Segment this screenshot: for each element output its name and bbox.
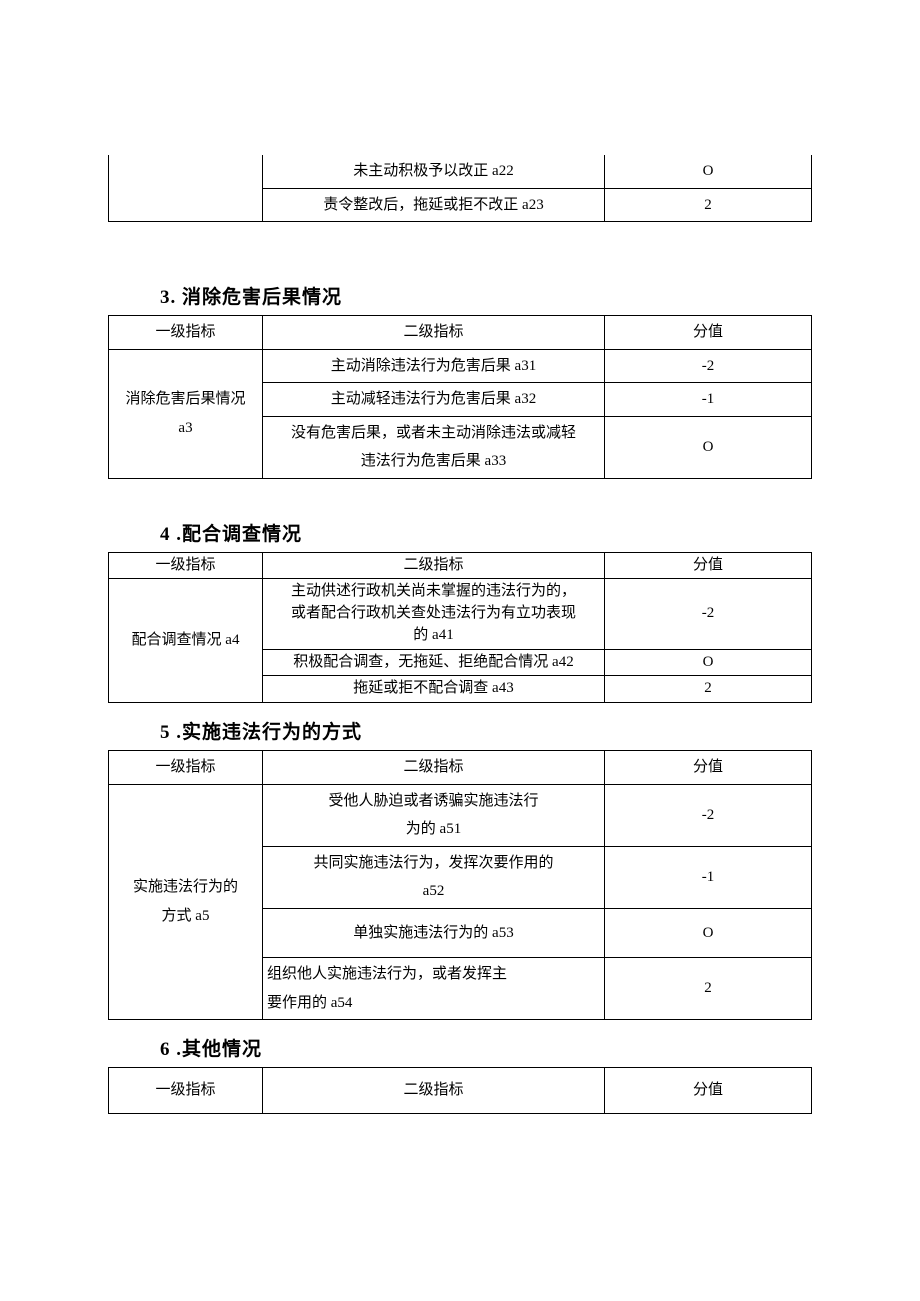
table-row-indicator: 没有危害后果，或者未主动消除违法或减轻违法行为危害后果 a33 <box>263 416 605 478</box>
table-header-level2: 二级指标 <box>263 751 605 785</box>
table-row-score: -1 <box>605 846 812 908</box>
table-row-indicator: 受他人胁迫或者诱骗实施违法行为的 a51 <box>263 784 605 846</box>
section3-heading: 3. 消除危害后果情况 <box>160 282 812 309</box>
table-header-score: 分值 <box>605 751 812 785</box>
table-row-score: -2 <box>605 784 812 846</box>
section3-table: 一级指标 二级指标 分值 消除危害后果情况a3 主动消除违法行为危害后果 a31… <box>108 315 812 479</box>
table-row-score: O <box>605 649 812 676</box>
table-row-score: 2 <box>605 676 812 703</box>
fragment-row-score: 2 <box>605 188 812 222</box>
table-row-score: O <box>605 416 812 478</box>
fragment-row-score: O <box>605 155 812 188</box>
table-row-indicator: 主动供述行政机关尚未掌握的违法行为的，或者配合行政机关查处违法行为有立功表现的 … <box>263 579 605 649</box>
table-row-score: 2 <box>605 958 812 1020</box>
fragment-row-indicator: 责令整改后，拖延或拒不改正 a23 <box>263 188 605 222</box>
table-row-indicator: 共同实施违法行为，发挥次要作用的a52 <box>263 846 605 908</box>
section6-table: 一级指标 二级指标 分值 <box>108 1067 812 1114</box>
table-header-score: 分值 <box>605 316 812 350</box>
table-header-score: 分值 <box>605 1068 812 1114</box>
table-header-level2: 二级指标 <box>263 1068 605 1114</box>
table-row-score: -2 <box>605 349 812 383</box>
table-header-level2: 二级指标 <box>263 316 605 350</box>
table-row-indicator: 主动减轻违法行为危害后果 a32 <box>263 383 605 417</box>
table-row-score: -1 <box>605 383 812 417</box>
section4-heading: 4 .配合调查情况 <box>160 519 812 546</box>
table-row-score: O <box>605 908 812 958</box>
table-row-indicator: 积极配合调查，无拖延、拒绝配合情况 a42 <box>263 649 605 676</box>
table-row-indicator: 组织他人实施违法行为，或者发挥主要作用的 a54 <box>263 958 605 1020</box>
section6-heading: 6 .其他情况 <box>160 1034 812 1061</box>
table-header-level2: 二级指标 <box>263 552 605 579</box>
table-header-level1: 一级指标 <box>109 316 263 350</box>
section5-table: 一级指标 二级指标 分值 实施违法行为的方式 a5 受他人胁迫或者诱骗实施违法行… <box>108 750 812 1020</box>
section3-level1: 消除危害后果情况a3 <box>109 349 263 478</box>
table-row-indicator: 单独实施违法行为的 a53 <box>263 908 605 958</box>
table-header-level1: 一级指标 <box>109 1068 263 1114</box>
table-header-level1: 一级指标 <box>109 751 263 785</box>
table-row-indicator: 主动消除违法行为危害后果 a31 <box>263 349 605 383</box>
section4-table: 一级指标 二级指标 分值 配合调查情况 a4 主动供述行政机关尚未掌握的违法行为… <box>108 552 812 704</box>
fragment-table: 未主动积极予以改正 a22 O 责令整改后，拖延或拒不改正 a23 2 <box>108 155 812 222</box>
table-header-score: 分值 <box>605 552 812 579</box>
section4-level1: 配合调查情况 a4 <box>109 579 263 703</box>
table-row-score: -2 <box>605 579 812 649</box>
fragment-row-indicator: 未主动积极予以改正 a22 <box>263 155 605 188</box>
fragment-level1-blank <box>109 155 263 222</box>
table-row-indicator: 拖延或拒不配合调查 a43 <box>263 676 605 703</box>
table-header-level1: 一级指标 <box>109 552 263 579</box>
section5-heading: 5 .实施违法行为的方式 <box>160 717 812 744</box>
section5-level1: 实施违法行为的方式 a5 <box>109 784 263 1020</box>
